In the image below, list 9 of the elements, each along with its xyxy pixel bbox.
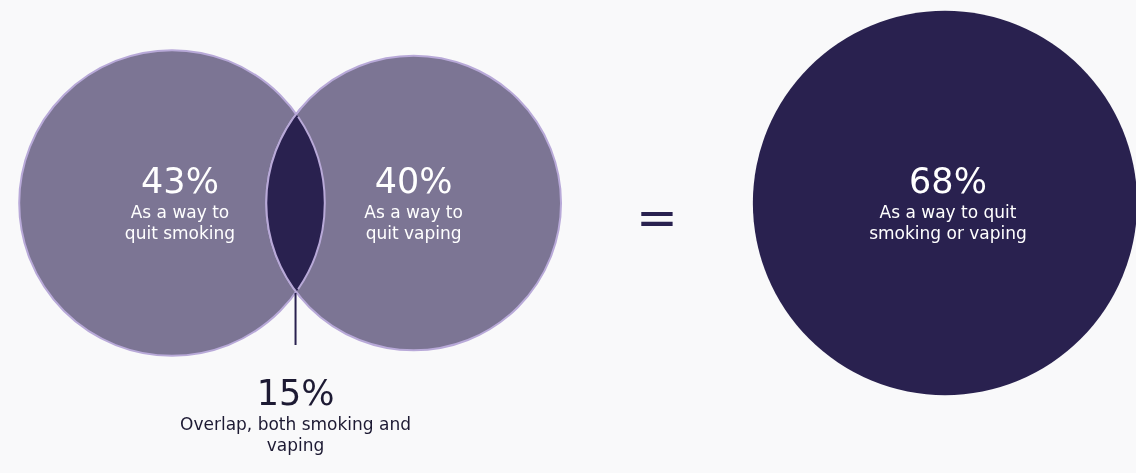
data-label: 15% — [255, 372, 336, 414]
data-label: 43% — [140, 160, 220, 202]
category-label: Overlap, both smoking and vaping — [179, 414, 413, 456]
category-label: As a way to quit vaping — [363, 202, 464, 244]
category-label: As a way to quit smoking or vaping — [868, 202, 1028, 244]
category-label: As a way to quit smoking — [123, 202, 237, 244]
data-label: 68% — [908, 160, 988, 202]
data-label: 40% — [373, 160, 454, 202]
text: = — [635, 189, 679, 247]
